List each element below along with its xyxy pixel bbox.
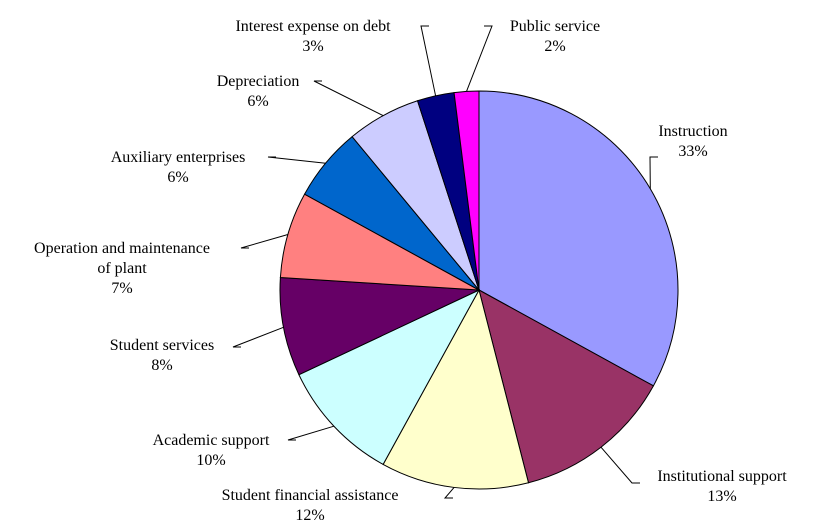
slice-label-interest-expense-on-debt: Interest expense on debt	[235, 18, 391, 35]
slice-value-student-financial-assistance: 12%	[295, 507, 324, 524]
slice-label-public-service: Public service	[510, 18, 600, 35]
slice-label-institutional-support: Institutional support	[657, 468, 787, 485]
leader-line-depreciation	[313, 80, 384, 117]
slice-label-operation-and-maintenance-of-plant: Operation and maintenance of plant	[34, 240, 210, 277]
slice-value-interest-expense-on-debt: 3%	[302, 38, 323, 55]
slice-label-academic-support: Academic support	[153, 432, 270, 449]
slice-label-student-financial-assistance: Student financial assistance	[222, 487, 399, 504]
slice-label-student-services: Student services	[110, 337, 214, 354]
leader-line-student-financial-assistance	[443, 487, 455, 499]
slice-value-academic-support: 10%	[196, 452, 225, 469]
slice-value-institutional-support: 13%	[707, 488, 736, 505]
pie-slices	[279, 90, 679, 490]
pie-slice-student-financial-assistance	[382, 288, 530, 490]
leader-lines	[232, 25, 658, 499]
pie-slice-academic-support	[298, 288, 481, 466]
leader-line-student-services	[232, 326, 284, 348]
leader-line-auxiliary-enterprises	[267, 156, 326, 164]
leader-line-academic-support	[287, 425, 335, 441]
pie-slice-student-services	[279, 276, 480, 376]
leader-line-interest-expense-on-debt	[420, 25, 437, 96]
slice-value-auxiliary-enterprises: 6%	[167, 169, 188, 186]
leader-line-institutional-support	[600, 446, 640, 484]
slice-label-instruction: Instruction	[658, 123, 727, 140]
slice-value-public-service: 2%	[544, 38, 565, 55]
slice-label-depreciation: Depreciation	[217, 73, 300, 90]
slice-value-instruction: 33%	[678, 143, 707, 160]
slice-value-student-services: 8%	[151, 357, 172, 374]
slice-value-operation-and-maintenance-of-plant: 7%	[111, 280, 132, 297]
leader-line-operation-and-maintenance-of-plant	[240, 234, 289, 249]
leader-line-public-service	[466, 25, 493, 92]
slice-value-depreciation: 6%	[247, 93, 268, 110]
leader-line-instruction	[649, 156, 658, 189]
slice-labels: Instruction 33% Institutional support 13% St…	[34, 18, 787, 524]
slice-label-auxiliary-enterprises: Auxiliary enterprises	[111, 149, 246, 166]
